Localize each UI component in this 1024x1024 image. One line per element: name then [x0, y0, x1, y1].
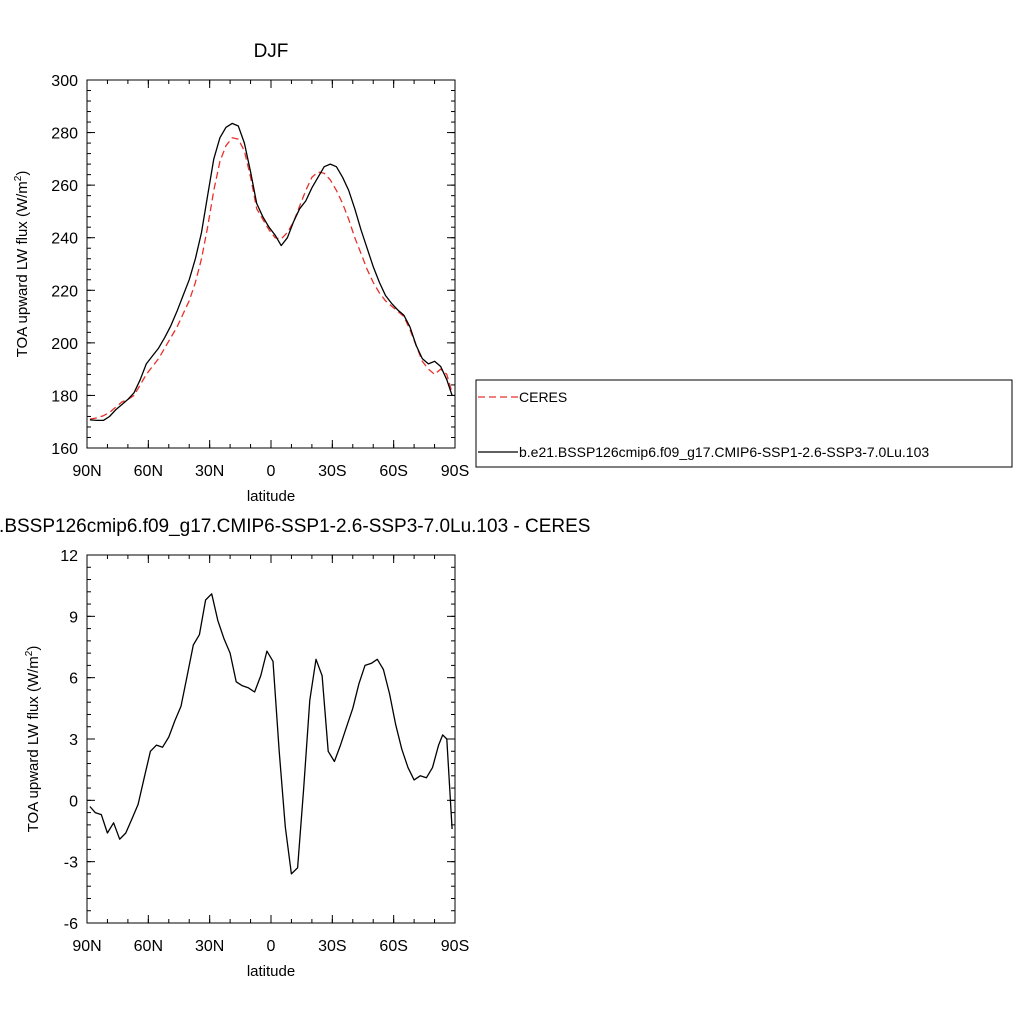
y-tick-label: 220	[51, 283, 78, 300]
y-axis-label-sup: 2	[24, 650, 35, 656]
y-axis-label-text: TOA upward LW flux (W/m	[25, 656, 42, 832]
y-axis-label-close: )	[25, 646, 42, 651]
y-tick-label: 6	[69, 671, 78, 688]
x-tick-label: 90N	[72, 463, 101, 480]
x-tick-label: 60S	[379, 938, 407, 955]
x-tick-label: 30N	[195, 463, 224, 480]
x-tick-label: 60N	[134, 463, 163, 480]
x-tick-label: 30N	[195, 938, 224, 955]
y-tick-label: 0	[69, 793, 78, 810]
x-tick-label: 60S	[379, 463, 407, 480]
y-tick-label: 9	[69, 609, 78, 626]
y-tick-label: 200	[51, 336, 78, 353]
x-tick-label: 90N	[72, 938, 101, 955]
chart-title: b.e21.BSSP126cmip6.f09_g17.CMIP6-SSP1-2.…	[0, 516, 590, 537]
y-axis-label-close: )	[14, 171, 31, 176]
y-tick-label: 240	[51, 231, 78, 248]
series-line-1	[89, 122, 453, 422]
x-axis-label: latitude	[247, 963, 295, 980]
x-tick-label: 0	[267, 463, 276, 480]
y-tick-label: 12	[60, 548, 78, 565]
chart0: DJF 90N 60N 30N 0 30S 60S 90S 160 180 200 220 240 260…	[13, 41, 1013, 505]
y-tick-label: 3	[69, 732, 78, 749]
legend: CERES b.e21.BSSP126cmip6.f09_g17.CMIP6-SS…	[475, 379, 1013, 468]
y-tick-label: 160	[51, 441, 78, 458]
x-axis-label: latitude	[247, 488, 295, 505]
y-tick-label: 280	[51, 126, 78, 143]
y-axis-label: TOA upward LW flux (W/m2)	[13, 171, 31, 358]
y-axis-label-sup: 2	[13, 175, 24, 181]
legend-label-0: CERES	[519, 389, 567, 405]
x-tick-label: 90S	[441, 938, 469, 955]
x-tick-label: 0	[267, 938, 276, 955]
y-tick-label: 260	[51, 178, 78, 195]
y-axis-label-text: TOA upward LW flux (W/m	[14, 181, 31, 357]
plot-frame	[86, 79, 456, 449]
series-line-0	[89, 137, 453, 420]
chart1: b.e21.BSSP126cmip6.f09_g17.CMIP6-SSP1-2.…	[0, 516, 590, 980]
y-tick-label: -3	[64, 855, 78, 872]
x-tick-label: 30S	[318, 938, 346, 955]
x-tick-label: 30S	[318, 463, 346, 480]
y-tick-label: -6	[64, 916, 78, 933]
y-tick-label: 180	[51, 388, 78, 405]
x-tick-label: 90S	[441, 463, 469, 480]
legend-box	[475, 379, 1013, 468]
y-tick-label: 300	[51, 73, 78, 90]
y-axis-label: TOA upward LW flux (W/m2)	[24, 646, 42, 833]
legend-label-1: b.e21.BSSP126cmip6.f09_g17.CMIP6-SSP1-2.…	[519, 444, 929, 460]
x-tick-label: 60N	[134, 938, 163, 955]
series-line-0	[89, 593, 453, 875]
chart-title: DJF	[254, 41, 289, 62]
